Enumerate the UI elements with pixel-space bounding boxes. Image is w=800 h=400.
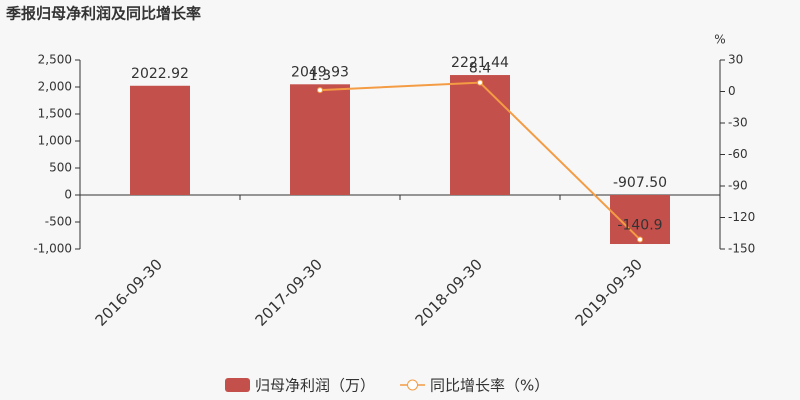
y-tick-label: 0 (64, 188, 72, 202)
bar (290, 84, 350, 195)
y-tick-label: 2,500 (38, 53, 72, 67)
y2-axis-unit: % (714, 33, 725, 47)
line-point (317, 87, 323, 94)
bar-value-label: 2221.44 (451, 55, 509, 71)
y2-tick-label: -90 (728, 179, 748, 193)
y2-tick-label: 0 (728, 84, 736, 98)
y-tick-label: 500 (49, 161, 72, 175)
y-tick-label: 2,000 (38, 80, 72, 94)
y-tick-label: -500 (45, 215, 72, 229)
bar-value-label: 2049.93 (291, 64, 349, 80)
chart-title: 季报归母净利润及同比增长率 (6, 5, 201, 23)
line-point (637, 236, 643, 243)
legend-swatch-point (407, 379, 419, 391)
line-value-label: -140.9 (617, 217, 662, 233)
y2-tick-label: -150 (728, 242, 755, 256)
bar (450, 75, 510, 195)
y2-tick-label: -120 (728, 210, 755, 224)
y2-tick-label: -60 (728, 147, 748, 161)
legend-swatch (225, 378, 250, 392)
bar-value-label: -907.50 (613, 175, 667, 191)
y-tick-label: 1,500 (38, 107, 72, 121)
legend-label: 同比增长率（%） (430, 377, 549, 395)
line-value-label: 8.4 (469, 61, 491, 77)
legend-label: 归母净利润（万） (255, 377, 375, 395)
bar (130, 85, 190, 195)
y2-tick-label: -30 (728, 116, 748, 130)
line-value-label: 1.3 (309, 68, 331, 84)
bar-value-label: 2022.92 (131, 66, 189, 82)
y-tick-label: -1,000 (33, 242, 72, 256)
y-tick-label: 1,000 (38, 134, 72, 148)
line-point (477, 79, 483, 86)
y2-tick-label: 30 (728, 53, 743, 67)
